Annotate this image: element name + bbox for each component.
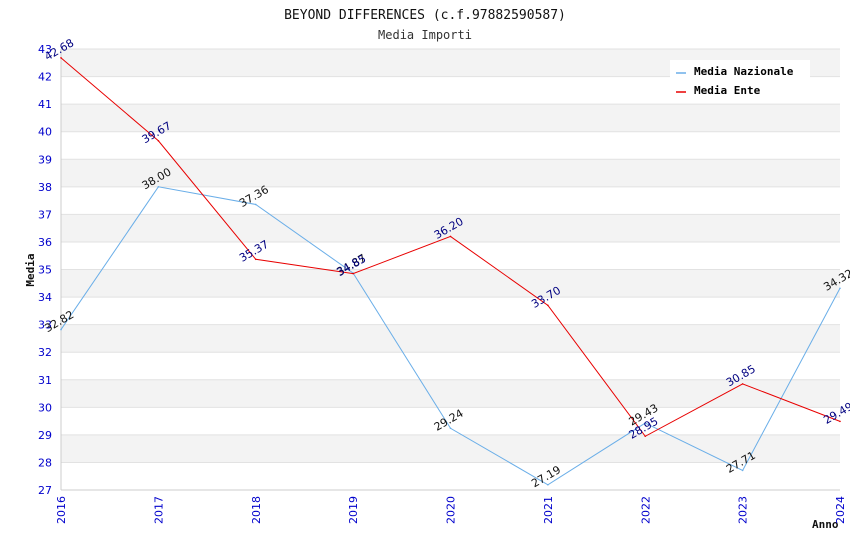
grid-band <box>61 379 840 408</box>
data-point <box>352 272 354 275</box>
y-axis-ticks: 27 28 29 30 31 32 33 34 35 36 37 38 39 40 41 42 43 <box>38 43 52 497</box>
x-tick-label: 2018 <box>250 496 263 524</box>
data-point <box>254 258 257 261</box>
x-axis-ticks: 2016 2017 2018 2019 2020 2021 2022 2023 2024 <box>55 496 847 524</box>
y-tick-label: 41 <box>38 98 52 111</box>
legend-label-media-ente: Media Ente <box>694 84 761 97</box>
y-tick-label: 35 <box>38 264 52 277</box>
data-point <box>839 287 841 290</box>
y-tick-label: 30 <box>38 401 52 414</box>
grid-band <box>61 407 840 435</box>
grid-band <box>61 462 840 490</box>
grid-band <box>61 186 840 215</box>
grid-band <box>61 159 840 187</box>
y-tick-label: 43 <box>38 43 52 56</box>
legend-box <box>670 60 810 101</box>
y-axis-title: Media <box>24 253 37 286</box>
y-tick-label: 31 <box>38 374 52 387</box>
chart-subtitle: Media Importi <box>378 28 472 42</box>
legend: Media Nazionale Media Ente <box>670 60 810 101</box>
y-tick-label: 28 <box>38 456 52 469</box>
grid-band <box>61 241 840 270</box>
data-point <box>644 422 647 424</box>
data-point <box>741 383 744 385</box>
grid-band <box>61 297 840 325</box>
y-tick-label: 39 <box>38 153 52 166</box>
data-point <box>157 186 160 188</box>
grid-band <box>61 434 840 463</box>
grid-band <box>61 324 840 353</box>
data-point <box>157 139 160 142</box>
y-tick-label: 29 <box>38 429 52 442</box>
data-point <box>449 427 452 430</box>
data-point <box>839 420 841 423</box>
x-tick-label: 2022 <box>639 496 652 524</box>
y-tick-label: 40 <box>38 126 52 139</box>
x-tick-label: 2019 <box>347 496 360 524</box>
y-tick-label: 34 <box>38 291 52 304</box>
y-tick-label: 27 <box>38 484 52 497</box>
y-tick-label: 36 <box>38 236 52 249</box>
y-tick-label: 37 <box>38 208 52 221</box>
grid-band <box>61 104 840 132</box>
x-tick-label: 2024 <box>834 496 847 524</box>
grid-band <box>61 131 840 160</box>
data-point <box>60 57 62 59</box>
data-point <box>644 435 647 438</box>
y-tick-label: 33 <box>38 319 52 332</box>
x-tick-label: 2017 <box>152 496 165 524</box>
series-lines <box>60 57 841 486</box>
x-tick-label: 2020 <box>445 496 458 524</box>
chart-title: BEYOND DIFFERENCES (c.f.97882590587) <box>284 8 566 23</box>
x-tick-label: 2021 <box>542 496 555 524</box>
data-point <box>60 328 62 331</box>
x-axis-title: Anno <box>812 518 839 531</box>
x-tick-label: 2023 <box>737 496 750 524</box>
grid-bands <box>60 48 840 491</box>
y-tick-label: 42 <box>38 71 52 84</box>
legend-label-media-nazionale: Media Nazionale <box>694 65 794 78</box>
data-point <box>547 304 549 307</box>
data-point <box>741 469 744 472</box>
grid-band <box>61 214 840 242</box>
data-point <box>254 203 257 206</box>
y-tick-label: 38 <box>38 181 52 194</box>
data-point <box>449 235 452 238</box>
y-tick-label: 32 <box>38 346 52 359</box>
grid-band <box>61 269 840 298</box>
data-point <box>547 483 549 486</box>
x-tick-label: 2016 <box>55 496 68 524</box>
grid-band <box>61 352 840 380</box>
